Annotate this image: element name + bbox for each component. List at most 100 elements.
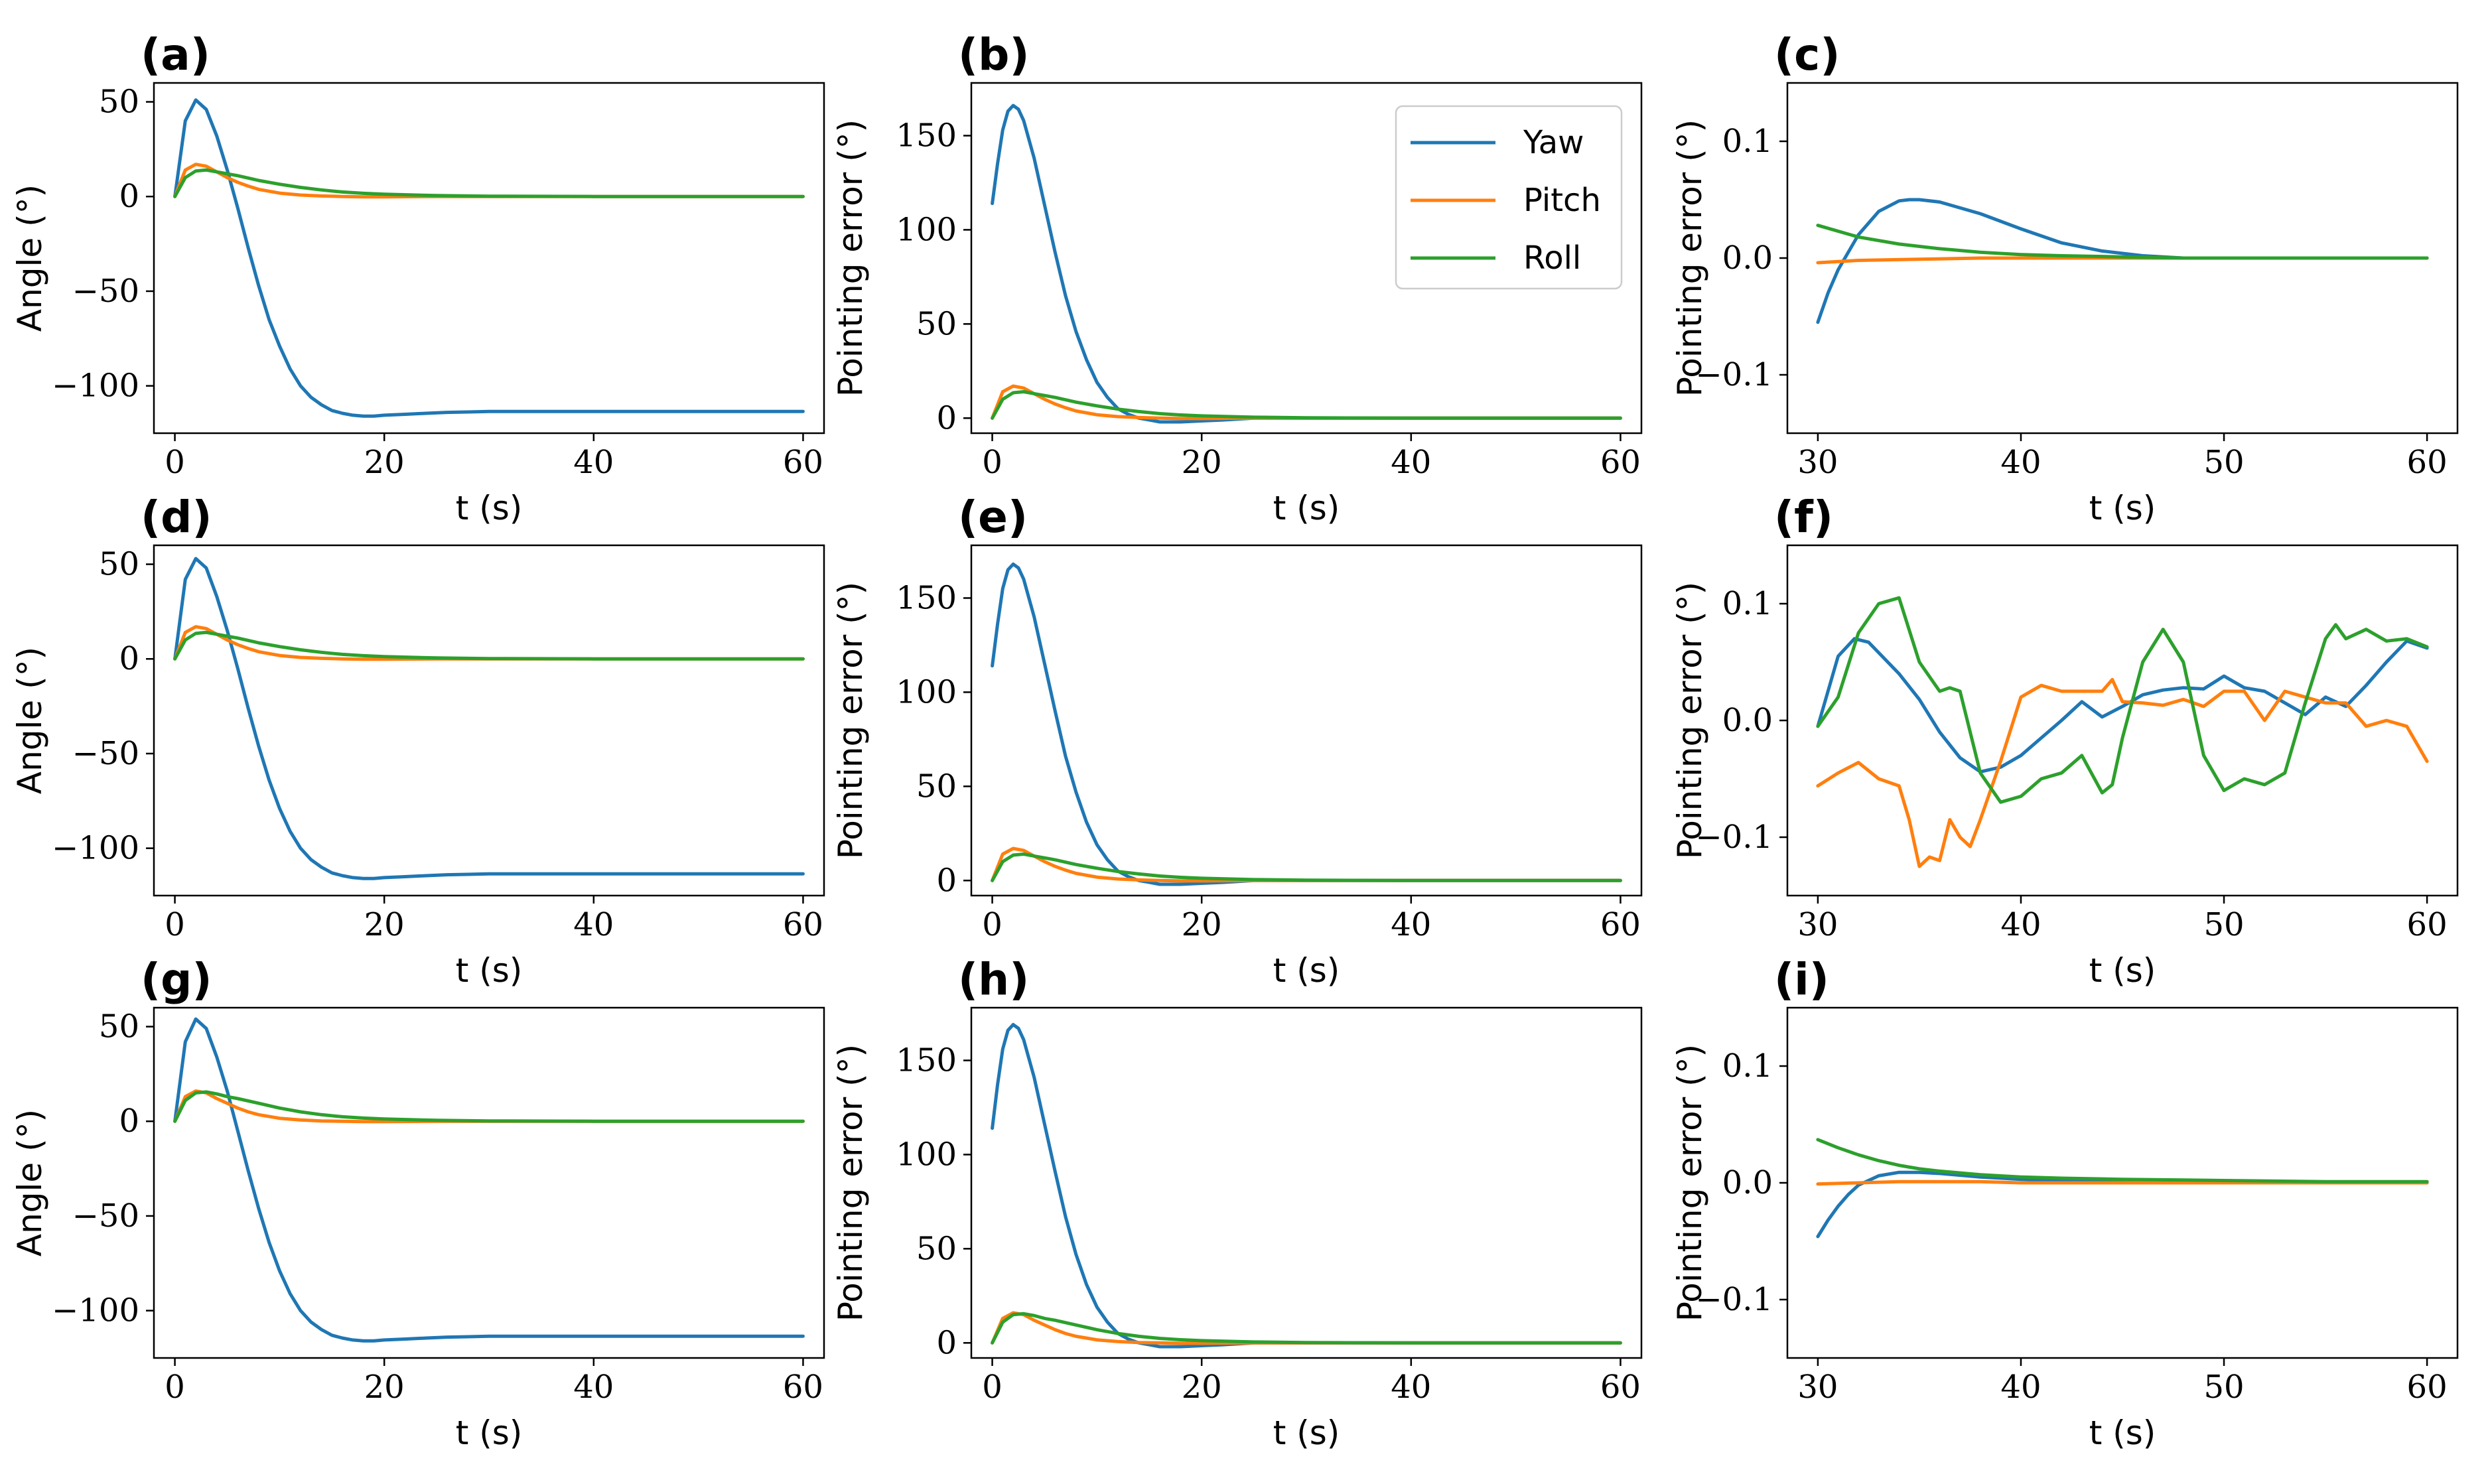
x-tick-label-a: 40 (573, 444, 614, 481)
y-tick-label-g: 0 (119, 1103, 139, 1140)
panel-label-c: (c) (1774, 29, 1840, 80)
series-line-pitch-e (991, 846, 1622, 883)
series-line-roll-f (1816, 596, 2429, 804)
y-tick-label-a: 50 (99, 84, 139, 121)
y-tick-label-f: 0.1 (1722, 585, 1773, 622)
x-axis-label-f: t (s) (2089, 951, 2156, 990)
series-line-roll-e (991, 852, 1622, 882)
y-axis-label-c: Pointing error (°) (1671, 119, 1709, 397)
x-tick-label-d: 0 (165, 906, 185, 943)
legend: Yaw Pitch Roll (1395, 105, 1623, 290)
panel-label-f: (f) (1774, 492, 1833, 543)
panel-label-e: (e) (958, 492, 1028, 543)
x-tick-label-c: 50 (2203, 444, 2244, 481)
y-tick-label-g: 50 (99, 1008, 139, 1046)
x-tick-label-e: 60 (1600, 906, 1641, 943)
x-tick-label-f: 40 (2000, 906, 2041, 943)
y-tick-label-a: −50 (72, 273, 139, 310)
y-tick-label-e: 100 (896, 673, 957, 710)
y-axis-label-b: Pointing error (°) (831, 119, 870, 397)
x-tick-label-e: 20 (1182, 906, 1222, 943)
y-tick-label-b: 150 (896, 117, 957, 154)
x-tick-label-b: 60 (1600, 444, 1641, 481)
y-axis-label-i: Pointing error (°) (1671, 1044, 1709, 1321)
x-tick-label-d: 60 (783, 906, 823, 943)
x-tick-label-c: 30 (1797, 444, 1838, 481)
y-tick-label-b: 0 (936, 399, 957, 437)
x-tick-label-d: 20 (364, 906, 405, 943)
x-tick-label-c: 60 (2407, 444, 2448, 481)
series-line-yaw-e (991, 562, 1622, 886)
y-tick-label-i: 0.0 (1722, 1164, 1773, 1201)
x-tick-label-g: 60 (783, 1369, 823, 1406)
y-axis-label-f: Pointing error (°) (1671, 582, 1709, 859)
x-tick-label-h: 20 (1182, 1369, 1222, 1406)
series-line-pitch-f (1816, 677, 2429, 868)
y-tick-label-d: −50 (72, 735, 139, 772)
y-axis-label-e: Pointing error (°) (831, 582, 870, 859)
axes-frame-d (153, 544, 825, 897)
x-tick-label-b: 0 (982, 444, 1003, 481)
panel-b: 0 20 40 60 0 50 100 150 t (s) Pointing error (°) (… (831, 29, 1643, 527)
y-axis-label-a: Angle (°) (11, 184, 49, 332)
x-tick-label-b: 20 (1182, 444, 1222, 481)
x-tick-label-h: 40 (1391, 1369, 1431, 1406)
x-tick-label-g: 40 (573, 1369, 614, 1406)
axes-frame-g (153, 1006, 825, 1359)
x-tick-label-i: 50 (2203, 1369, 2244, 1406)
y-tick-label-h: 0 (936, 1324, 957, 1361)
x-axis-label-g: t (s) (456, 1414, 523, 1452)
x-tick-label-f: 50 (2203, 906, 2244, 943)
legend-label-roll: Roll (1523, 239, 1581, 277)
series-line-yaw-g (173, 1017, 805, 1343)
y-tick-label-a: 0 (119, 178, 139, 215)
panel-i: 30 40 50 60 0.1 0.0 −0.1 t (s) Pointing error (°… (1671, 954, 2459, 1452)
panel-label-b: (b) (958, 29, 1030, 80)
x-axis-label-e: t (s) (1273, 951, 1340, 990)
x-axis-label-i: t (s) (2089, 1414, 2156, 1452)
panel-f: 30 40 50 60 0.1 0.0 −0.1 t (s) Pointing error (°… (1671, 492, 2459, 990)
x-axis-label-b: t (s) (1273, 489, 1340, 527)
y-tick-label-c: −0.1 (1695, 356, 1773, 393)
x-tick-label-e: 0 (982, 906, 1003, 943)
series-line-roll-d (173, 630, 805, 661)
y-tick-label-d: 0 (119, 640, 139, 677)
y-axis-label-h: Pointing error (°) (831, 1044, 870, 1321)
x-tick-label-f: 30 (1797, 906, 1838, 943)
series-line-roll-g (173, 1090, 805, 1123)
panel-label-d: (d) (141, 492, 212, 543)
x-tick-label-g: 20 (364, 1369, 405, 1406)
series-line-yaw-a (173, 98, 805, 418)
y-tick-label-e: 150 (896, 579, 957, 616)
x-tick-label-f: 60 (2407, 906, 2448, 943)
y-tick-label-d: −100 (52, 830, 139, 867)
axes-frame-a (153, 82, 825, 435)
x-tick-label-b: 40 (1391, 444, 1431, 481)
x-tick-label-h: 0 (982, 1369, 1003, 1406)
series-line-pitch-a (173, 163, 805, 199)
y-tick-label-h: 150 (896, 1042, 957, 1079)
series-line-roll-h (991, 1312, 1622, 1345)
x-tick-label-i: 30 (1797, 1369, 1838, 1406)
panel-e: 0 20 40 60 0 50 100 150 t (s) Pointing error (°) (… (831, 492, 1643, 990)
y-axis-label-g: Angle (°) (11, 1109, 49, 1256)
x-axis-label-c: t (s) (2089, 489, 2156, 527)
series-line-roll-c (1816, 224, 2429, 260)
series-line-yaw-h (991, 1023, 1622, 1349)
x-tick-label-a: 0 (165, 444, 185, 481)
axes-frame-b (970, 82, 1643, 435)
series-line-yaw-d (173, 557, 805, 880)
y-tick-label-g: −100 (52, 1292, 139, 1329)
y-axis-label-d: Angle (°) (11, 647, 49, 794)
legend-box (1395, 105, 1623, 290)
series-line-yaw-f (1816, 637, 2429, 774)
x-axis-label-a: t (s) (456, 489, 523, 527)
x-axis-label-d: t (s) (456, 951, 523, 990)
y-tick-label-f: −0.1 (1695, 819, 1773, 856)
y-tick-label-h: 100 (896, 1136, 957, 1173)
x-tick-label-g: 0 (165, 1369, 185, 1406)
y-tick-label-f: 0.0 (1722, 702, 1773, 739)
series-line-pitch-i (1816, 1180, 2429, 1186)
axes-frame-h (970, 1006, 1643, 1359)
